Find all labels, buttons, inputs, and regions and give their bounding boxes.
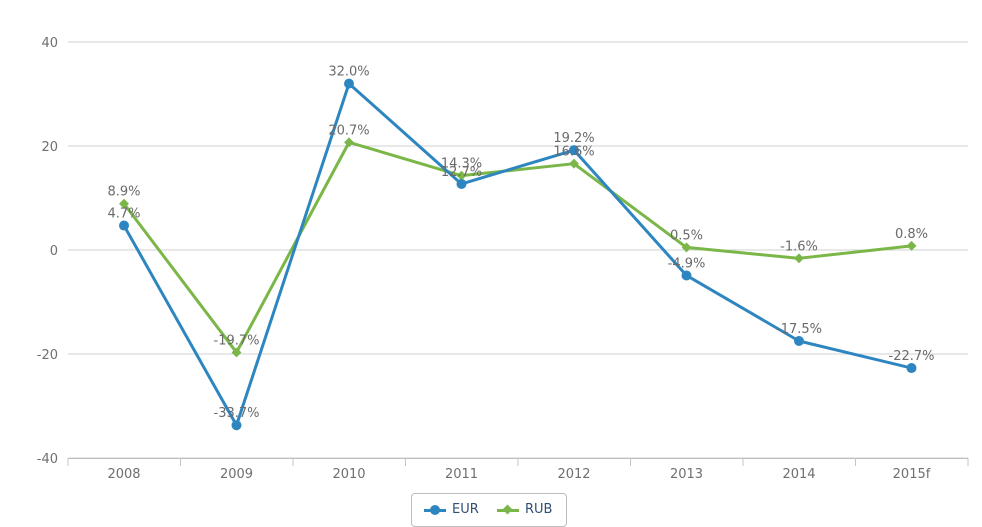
eur-point (569, 145, 579, 156)
rub-point (119, 198, 129, 209)
rub-line (122, 140, 912, 354)
rub-data-label: 0.5% (670, 228, 703, 243)
eur-data-label: -33.7% (214, 406, 260, 421)
y-tick-label: 20 (41, 140, 58, 155)
rub-point (456, 170, 467, 181)
eur-point (681, 270, 692, 281)
rub-data-label: 14.3% (441, 157, 482, 172)
rub-series-icon (497, 504, 519, 516)
rub-data-label: -19.7% (214, 333, 260, 348)
eur-data-label: -4.9% (668, 256, 706, 271)
x-tick-label: 2015f (893, 467, 931, 482)
series-layer (119, 78, 917, 431)
eur-data-label: 12.7% (441, 165, 482, 180)
rub-point (344, 137, 354, 148)
legend-label-rub: RUB (525, 502, 553, 517)
rub-point (569, 158, 579, 169)
legend: EUR RUB (411, 493, 567, 527)
x-tick-label: 2010 (332, 467, 365, 482)
eur-data-label: -17.5% (776, 322, 822, 337)
eur-point (231, 420, 242, 431)
eur-line (122, 82, 912, 427)
eur-point (456, 178, 467, 189)
eur-data-label: 19.2% (553, 131, 594, 146)
eur-data-label: 32.0% (328, 65, 369, 80)
y-tick-label: -20 (37, 348, 58, 363)
eur-data-label: 4.7% (107, 207, 140, 222)
axes: 40 20 0 -20 -40 2008 2009 2010 2011 2012 2013 2014 2… (37, 36, 969, 482)
x-tick-label: 2014 (782, 467, 815, 482)
eur-series-icon (424, 504, 446, 516)
legend-item-rub[interactable]: RUB (497, 502, 552, 517)
x-tick-label: 2012 (557, 467, 590, 482)
rub-data-label: 8.9% (107, 185, 140, 200)
eur-point (344, 78, 354, 89)
eur-point (119, 220, 129, 231)
rub-data-label: 20.7% (328, 123, 369, 138)
rub-point (906, 240, 917, 251)
y-tick-label: 40 (41, 36, 58, 51)
x-tick-label: 2008 (107, 467, 140, 482)
rub-data-label: 16.6% (553, 145, 594, 160)
rub-point (794, 253, 804, 264)
x-tick-label: 2009 (220, 467, 253, 482)
rub-point (231, 347, 242, 358)
y-tick-label: -40 (37, 452, 58, 467)
legend-label-eur: EUR (452, 502, 479, 517)
rub-data-label: -1.6% (780, 239, 818, 254)
eur-point (906, 363, 917, 374)
series-eur (119, 78, 917, 431)
rub-point (681, 242, 692, 253)
rub-data-label: 0.8% (895, 227, 928, 242)
x-tick-label: 2013 (670, 467, 703, 482)
series-rub (119, 137, 917, 358)
eur-data-label: -22.7% (889, 349, 935, 364)
eur-point (794, 336, 804, 346)
x-tick-label: 2011 (445, 467, 478, 482)
grid-lines (68, 41, 968, 459)
y-tick-label: 0 (50, 244, 58, 259)
legend-item-eur[interactable]: EUR (424, 502, 479, 517)
data-labels: 4.7% -33.7% 32.0% 12.7% 19.2% -4.9% -17.5% -22.… (107, 65, 934, 422)
